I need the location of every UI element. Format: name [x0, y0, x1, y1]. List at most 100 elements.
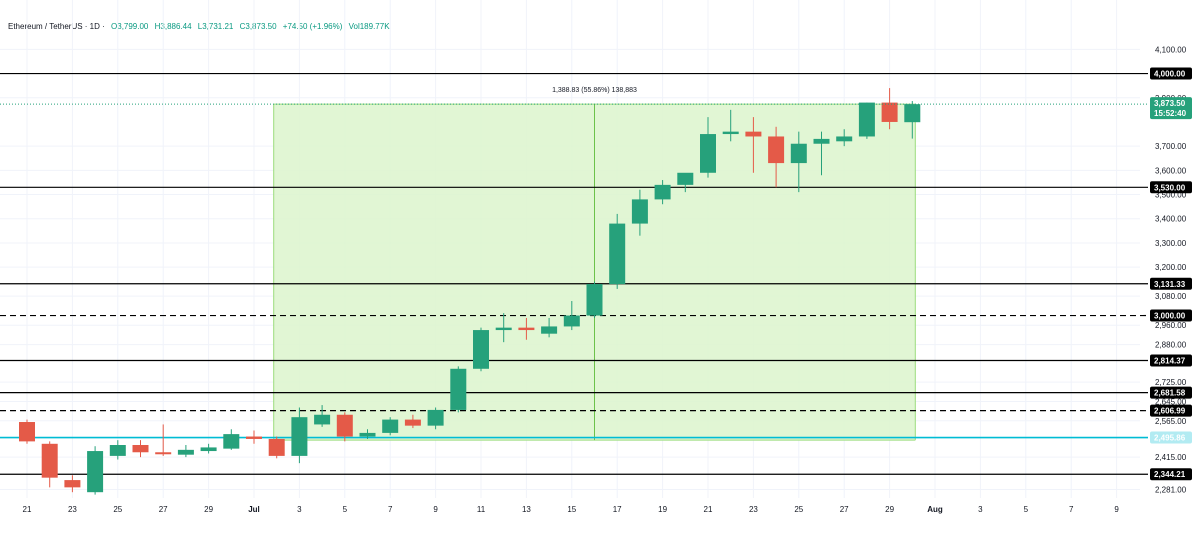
candle-body — [41, 443, 58, 478]
level-price-tag — [1150, 181, 1192, 194]
candle-body — [382, 419, 399, 433]
y-tick-label: 3,700.00 — [1155, 142, 1187, 151]
candle-body — [223, 434, 240, 449]
y-tick-label: 3,400.00 — [1155, 215, 1187, 224]
candle-body — [836, 136, 853, 142]
level-price-tag — [1150, 468, 1192, 481]
level-price-tag — [1150, 354, 1192, 367]
candle-body — [19, 422, 35, 442]
x-tick-label: 3 — [297, 505, 302, 514]
volume-value: Vol189.77K — [348, 22, 390, 31]
x-tick-label: 5 — [1024, 505, 1029, 514]
candle-body — [790, 143, 807, 164]
y-tick-label: 2,880.00 — [1155, 341, 1187, 350]
candle-body — [541, 326, 558, 334]
candle-body — [904, 104, 921, 123]
x-tick-label: 11 — [477, 505, 486, 514]
candle-body — [768, 136, 785, 164]
candle-body — [336, 414, 353, 437]
candle-body — [700, 134, 716, 173]
level-price-tag — [1150, 431, 1192, 444]
x-tick-label: 27 — [159, 505, 168, 514]
current-price-tag — [1150, 97, 1192, 120]
level-price-tag — [1150, 309, 1192, 322]
candle-body — [246, 436, 262, 439]
current-price-label: 3,873.50 — [1154, 99, 1186, 108]
candle-body — [109, 445, 126, 456]
candle-body — [87, 451, 104, 493]
candle-body — [586, 284, 603, 316]
candle-body — [200, 447, 217, 452]
x-tick-label: 3 — [978, 505, 983, 514]
candle-body — [858, 102, 875, 137]
x-tick-label: 29 — [885, 505, 894, 514]
x-tick-label: 9 — [1114, 505, 1119, 514]
candle-body — [359, 432, 376, 437]
level-price-label: 2,814.37 — [1154, 356, 1186, 365]
level-price-label: 2,495.86 — [1154, 434, 1186, 443]
candle-body — [427, 409, 444, 426]
y-tick-label: 2,960.00 — [1155, 321, 1187, 330]
x-tick-label: 19 — [658, 505, 667, 514]
x-tick-label: 23 — [749, 505, 758, 514]
y-tick-label: 3,300.00 — [1155, 239, 1187, 248]
y-tick-label: 2,415.00 — [1155, 453, 1187, 462]
candle-body — [654, 184, 671, 200]
candle-body — [609, 223, 626, 285]
candle-body — [314, 414, 331, 425]
level-price-label: 3,000.00 — [1154, 312, 1186, 321]
candle-body — [404, 419, 421, 426]
candle-body — [495, 327, 512, 331]
candle-body — [813, 138, 830, 144]
y-tick-label: 3,500.00 — [1155, 191, 1187, 200]
y-tick-label: 2,565.00 — [1155, 417, 1187, 426]
x-tick-label: Aug — [927, 505, 943, 514]
open-value: O3,799.00 — [111, 22, 149, 31]
candle-body — [132, 445, 149, 453]
x-tick-label: 15 — [567, 505, 576, 514]
candle-body — [155, 452, 172, 455]
level-price-tag — [1150, 67, 1192, 80]
candle-body — [677, 172, 694, 185]
y-tick-label: 2,725.00 — [1155, 378, 1187, 387]
y-tick-label: 3,080.00 — [1155, 292, 1187, 301]
x-tick-label: 21 — [704, 505, 713, 514]
x-tick-label: Jul — [248, 505, 260, 514]
x-tick-label: 27 — [840, 505, 849, 514]
x-tick-label: 21 — [23, 505, 32, 514]
candle-body — [291, 417, 308, 456]
level-price-label: 2,681.58 — [1154, 389, 1186, 398]
level-price-label: 3,530.00 — [1154, 183, 1186, 192]
x-tick-label: 25 — [113, 505, 122, 514]
y-tick-label: 4,100.00 — [1155, 45, 1187, 54]
x-tick-label: 7 — [388, 505, 393, 514]
candle-body — [473, 330, 489, 369]
y-tick-label: 3,200.00 — [1155, 263, 1187, 272]
y-tick-label: 2,645.00 — [1155, 397, 1187, 406]
candle-body — [177, 449, 194, 455]
candle-body — [563, 315, 580, 327]
x-tick-label: 29 — [204, 505, 213, 514]
x-tick-label: 17 — [613, 505, 622, 514]
high-value: H3,886.44 — [154, 22, 192, 31]
level-price-tag — [1150, 404, 1192, 417]
candle-body — [450, 368, 467, 410]
candle-body — [268, 438, 285, 456]
chart-header: Ethereum / TetherUS · 1D · O3,799.00 H3,… — [8, 22, 394, 31]
candle-body — [745, 131, 762, 137]
low-value: L3,731.21 — [197, 22, 234, 31]
symbol-label: Ethereum / TetherUS · 1D · — [8, 22, 105, 31]
candle-body — [64, 480, 81, 488]
level-price-tag — [1150, 386, 1192, 399]
candle-body — [722, 131, 739, 135]
candle-body — [518, 327, 535, 331]
y-tick-label: 3,600.00 — [1155, 166, 1187, 175]
y-tick-label: 2,281.00 — [1155, 486, 1187, 495]
level-price-label: 2,606.99 — [1154, 407, 1186, 416]
candle-body — [881, 102, 898, 122]
level-price-tag — [1150, 277, 1192, 290]
x-tick-label: 7 — [1069, 505, 1074, 514]
x-tick-label: 9 — [433, 505, 438, 514]
level-price-label: 4,000.00 — [1154, 70, 1186, 79]
